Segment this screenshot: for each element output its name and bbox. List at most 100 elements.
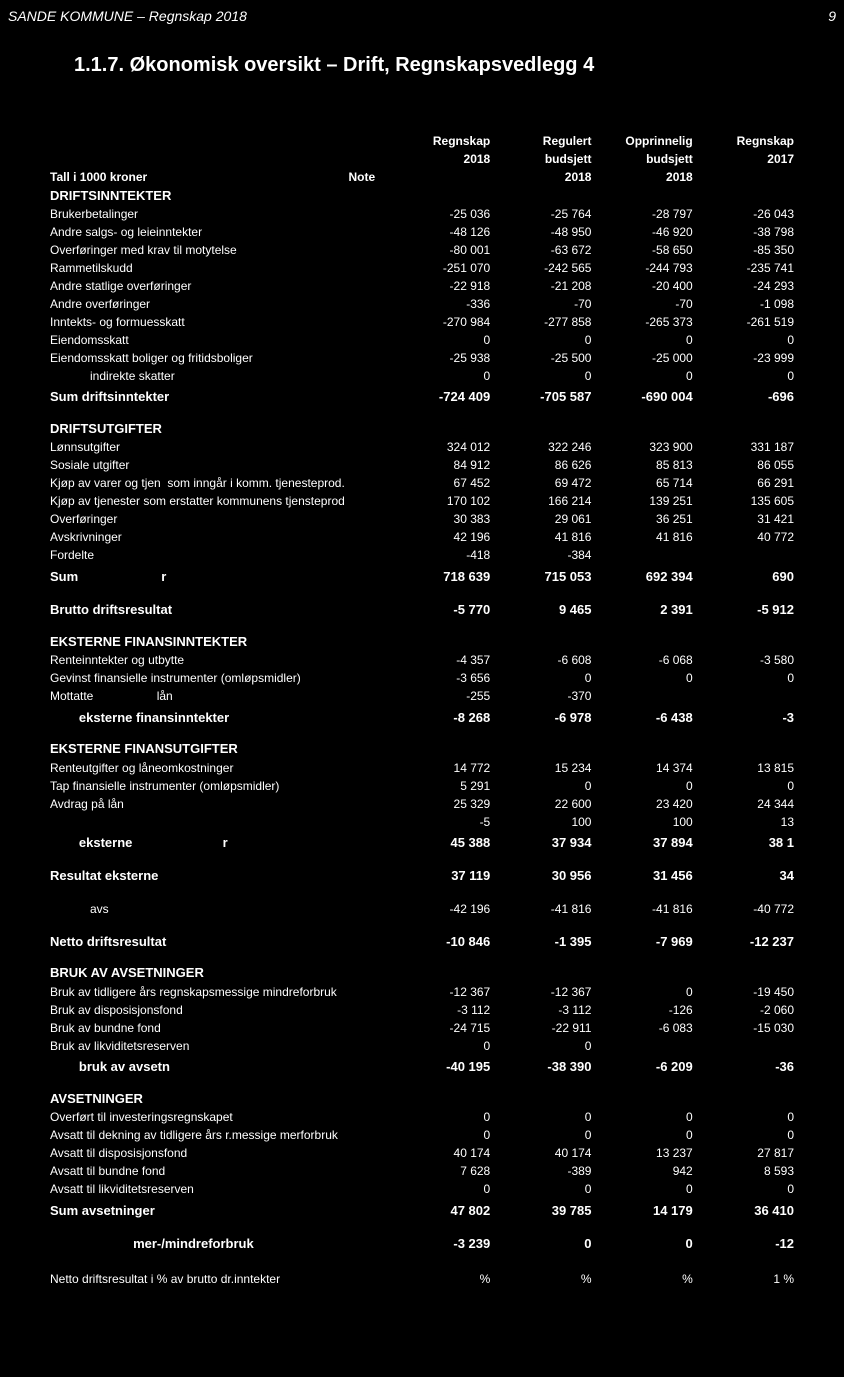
cell-value: -6 083 <box>591 1019 692 1037</box>
cell-value: -724 409 <box>389 385 490 407</box>
cell-value: 39 785 <box>490 1199 591 1221</box>
cell-value: -690 004 <box>591 385 692 407</box>
cell-value: 1 % <box>693 1254 794 1289</box>
row-label: Lønnsutgifter <box>50 439 348 457</box>
cell-value: 24 344 <box>693 795 794 813</box>
cell-value: 40 174 <box>490 1145 591 1163</box>
cell-value: 47 802 <box>389 1199 490 1221</box>
cell-value <box>693 688 794 706</box>
cell-value: 170 102 <box>389 493 490 511</box>
row-label: Renteutgifter og låneomkostninger <box>50 759 348 777</box>
row-label: Avsatt til dekning av tidligere års r.me… <box>50 1127 348 1145</box>
cell-value: % <box>591 1254 692 1289</box>
row-label: Andre salgs- og leieinntekter <box>50 223 348 241</box>
row-label: Avsatt til bundne fond <box>50 1163 348 1181</box>
cell-value: -48 950 <box>490 223 591 241</box>
cell-value: 41 816 <box>490 529 591 547</box>
cell-value: -3 112 <box>389 1001 490 1019</box>
cell-value: -15 030 <box>693 1019 794 1037</box>
row-label: avs <box>50 900 348 918</box>
cell-value: 690 <box>693 565 794 587</box>
cell-value: 692 394 <box>591 565 692 587</box>
cell-value: 38 1 <box>693 831 794 853</box>
cell-value: 85 813 <box>591 457 692 475</box>
row-label: Bruk av bundne fond <box>50 1019 348 1037</box>
cell-value: -3 <box>693 706 794 728</box>
cell-value: -1 395 <box>490 932 591 951</box>
cell-value: 37 894 <box>591 831 692 853</box>
cell-value: -418 <box>389 547 490 565</box>
cell-value: -19 450 <box>693 983 794 1001</box>
cell-value: -36 <box>693 1055 794 1077</box>
cell-value: -5 912 <box>693 601 794 620</box>
cell-value: 37 119 <box>389 867 490 886</box>
cell-value: -1 098 <box>693 295 794 313</box>
cell-value: -255 <box>389 688 490 706</box>
cell-value: -12 367 <box>389 983 490 1001</box>
cell-value: -38 798 <box>693 223 794 241</box>
cell-value: -38 390 <box>490 1055 591 1077</box>
cell-value: 13 <box>693 813 794 831</box>
cell-value: 40 772 <box>693 529 794 547</box>
cell-value: -48 126 <box>389 223 490 241</box>
row-label: Overført til investeringsregnskapet <box>50 1109 348 1127</box>
cell-value: -270 984 <box>389 313 490 331</box>
cell-value: 42 196 <box>389 529 490 547</box>
cell-value: -25 036 <box>389 205 490 223</box>
cell-value: -3 112 <box>490 1001 591 1019</box>
cell-value: 0 <box>490 1181 591 1199</box>
doc-title: SANDE KOMMUNE – Regnskap 2018 <box>8 8 247 24</box>
cell-value: -20 400 <box>591 277 692 295</box>
cell-value: -7 969 <box>591 932 692 951</box>
cell-value: 36 251 <box>591 511 692 529</box>
row-label: Mottatte lån <box>50 688 348 706</box>
cell-value: 718 639 <box>389 565 490 587</box>
cell-value: -10 846 <box>389 932 490 951</box>
row-label: eksterne finansinntekter <box>50 706 348 728</box>
cell-value: 100 <box>490 813 591 831</box>
row-label: Inntekts- og formuesskatt <box>50 313 348 331</box>
cell-value <box>591 1037 692 1055</box>
cell-value: -3 239 <box>389 1234 490 1253</box>
cell-value: -126 <box>591 1001 692 1019</box>
cell-value: -24 715 <box>389 1019 490 1037</box>
row-label-header: Tall i 1000 kroner <box>50 168 348 186</box>
cell-value: -25 938 <box>389 349 490 367</box>
row-label: Sum r <box>50 565 348 587</box>
cell-value: 8 593 <box>693 1163 794 1181</box>
cell-value: 0 <box>591 1234 692 1253</box>
cell-value: 5 291 <box>389 777 490 795</box>
cell-value: 13 815 <box>693 759 794 777</box>
cell-value <box>591 688 692 706</box>
cell-value: 27 817 <box>693 1145 794 1163</box>
row-label: Fordelte <box>50 547 348 565</box>
cell-value: -6 068 <box>591 652 692 670</box>
row-label: Brutto driftsresultat <box>50 601 348 620</box>
cell-value: -5 770 <box>389 601 490 620</box>
row-label: bruk av avsetn <box>50 1055 348 1077</box>
row-label: Sum avsetninger <box>50 1199 348 1221</box>
cell-value: -370 <box>490 688 591 706</box>
cell-value: 0 <box>591 670 692 688</box>
col-regnskap-2018: Regnskap <box>389 132 490 150</box>
cell-value: 84 912 <box>389 457 490 475</box>
cell-value: 14 374 <box>591 759 692 777</box>
cell-value: 0 <box>490 331 591 349</box>
row-label: Eiendomsskatt boliger og fritidsboliger <box>50 349 348 367</box>
cell-value: 0 <box>591 367 692 385</box>
row-label: Tap finansielle instrumenter (omløpsmidl… <box>50 777 348 795</box>
cell-value: 86 626 <box>490 457 591 475</box>
cell-value: -12 <box>693 1234 794 1253</box>
cell-value: -26 043 <box>693 205 794 223</box>
row-label: mer-/mindreforbruk <box>50 1234 348 1253</box>
cell-value: -5 <box>389 813 490 831</box>
col-opprinnelig: Opprinnelig <box>591 132 692 150</box>
cell-value: % <box>490 1254 591 1289</box>
row-label: Sosiale utgifter <box>50 457 348 475</box>
cell-value: -58 650 <box>591 241 692 259</box>
cell-value: 2 391 <box>591 601 692 620</box>
cell-value: 0 <box>490 367 591 385</box>
cell-value: -235 741 <box>693 259 794 277</box>
section-title: EKSTERNE FINANSUTGIFTER <box>50 727 794 759</box>
cell-value: 0 <box>389 367 490 385</box>
